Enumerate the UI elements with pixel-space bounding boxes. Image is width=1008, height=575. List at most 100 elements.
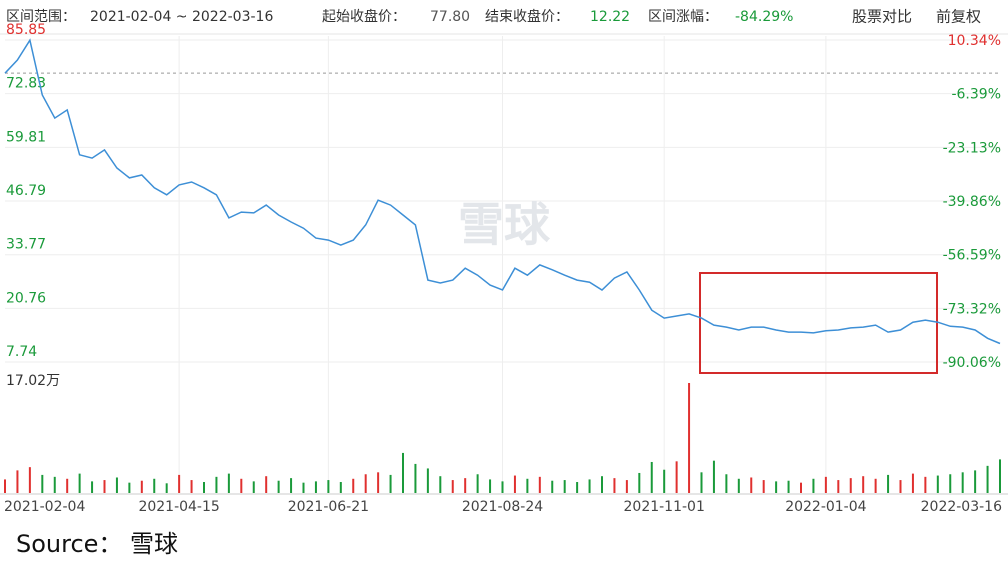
end-value: 12.22 [590, 9, 630, 25]
volume-bar [625, 480, 628, 493]
volume-bar [41, 474, 44, 493]
y-tick-label: 7.74 [6, 344, 37, 360]
y2-tick-label: -39.86% [943, 194, 1001, 210]
volume-bar [414, 463, 417, 493]
volume-bar [700, 472, 703, 493]
adjust-button[interactable]: 前复权 [936, 8, 981, 26]
change-label: 区间涨幅： [648, 9, 718, 25]
volume-bar [377, 472, 380, 493]
volume-bar [837, 480, 840, 493]
y2-tick-label: -73.32% [943, 301, 1001, 317]
highlight-box [699, 272, 938, 374]
end-label: 结束收盘价： [485, 8, 569, 25]
y-tick-label: 46.79 [6, 183, 46, 199]
volume-bar [874, 478, 877, 493]
volume-bar [489, 479, 492, 493]
volume-bar [426, 468, 429, 493]
volume-bar [762, 480, 765, 493]
volume-bar [999, 459, 1001, 493]
volume-bar [302, 482, 305, 493]
volume-bar [115, 477, 118, 493]
volume-bar [712, 460, 715, 493]
y-tick-label: 59.81 [6, 129, 46, 145]
volume-bar [227, 473, 230, 493]
volume-bar [103, 480, 106, 493]
watermark: 雪球 [458, 198, 551, 252]
volume-bar [887, 474, 890, 493]
volume-bar [812, 478, 815, 493]
volume-bar [327, 480, 330, 493]
volume-bar [638, 472, 641, 493]
y2-tick-label: 10.34% [948, 33, 1001, 49]
volume-bar [4, 479, 6, 493]
volume-bar [252, 481, 255, 493]
x-tick-label: 2021-04-15 [138, 499, 219, 515]
volume-bar [526, 478, 529, 493]
change-value: -84.29% [735, 9, 793, 25]
start-value: 77.80 [430, 9, 470, 25]
x-tick-label: 2021-08-24 [462, 499, 543, 515]
volume-bar [775, 481, 778, 493]
volume-bar [824, 476, 827, 493]
volume-bar [800, 482, 802, 493]
volume-bar [140, 480, 143, 493]
volume-bar [215, 476, 218, 493]
volume-bar [476, 474, 479, 493]
volume-bar [563, 480, 566, 493]
volume-bar [53, 476, 56, 493]
price-line [4, 38, 1001, 345]
volume-bar [911, 473, 914, 493]
y-tick-label: 85.85 [6, 22, 46, 38]
x-tick-label: 2021-02-04 [4, 499, 85, 515]
volume-bar [501, 481, 504, 493]
range-value: 2021-02-04 ~ 2022-03-16 [90, 9, 273, 25]
volume-bar [613, 478, 616, 493]
volume-bar [277, 480, 280, 493]
range-label: 区间范围： [6, 8, 76, 25]
volume-bar [165, 483, 168, 493]
volume-bar [737, 478, 740, 493]
volume-bar [862, 476, 865, 493]
volume-bar [688, 383, 691, 493]
volume-bar [352, 478, 355, 493]
volume-bar [924, 476, 927, 493]
volume-bar [402, 452, 404, 493]
volume-bar [576, 482, 579, 493]
volume-bar [936, 475, 939, 493]
volume-bar [389, 474, 392, 493]
volume-bar [538, 476, 541, 493]
y-tick-label: 20.76 [6, 290, 46, 306]
volume-bar [153, 478, 156, 493]
volume-bar [663, 469, 666, 493]
volume-bar [16, 470, 19, 493]
volume-bar [339, 482, 342, 493]
volume-bar [178, 474, 181, 493]
y2-tick-label: -23.13% [943, 140, 1001, 156]
x-tick-label: 2021-06-21 [288, 499, 369, 515]
volume-bar [986, 465, 989, 493]
compare-button[interactable]: 股票对比 [852, 8, 912, 26]
volume-bar [750, 477, 753, 493]
volume-bar [78, 473, 81, 493]
volume-bar [974, 470, 977, 493]
volume-bar [290, 478, 293, 493]
x-tick-label: 2022-03-16 [921, 499, 1002, 515]
volume-bar [128, 482, 131, 493]
volume-bar [265, 476, 268, 493]
volume-max-label: 17.02万 [6, 373, 60, 389]
volume-bar [513, 475, 516, 493]
volume-bar [451, 480, 454, 493]
volume-bar [203, 482, 205, 493]
volume-bar [66, 478, 69, 493]
y-tick-label: 33.77 [6, 237, 46, 253]
volume-bar [725, 474, 728, 493]
volume-bar [650, 461, 653, 493]
volume-bar [439, 476, 442, 493]
y2-tick-label: -90.06% [943, 355, 1001, 371]
y2-tick-label: -6.39% [951, 87, 1001, 103]
y2-tick-label: -56.59% [943, 248, 1001, 264]
x-tick-label: 2022-01-04 [785, 499, 866, 515]
volume-bar [787, 480, 790, 493]
